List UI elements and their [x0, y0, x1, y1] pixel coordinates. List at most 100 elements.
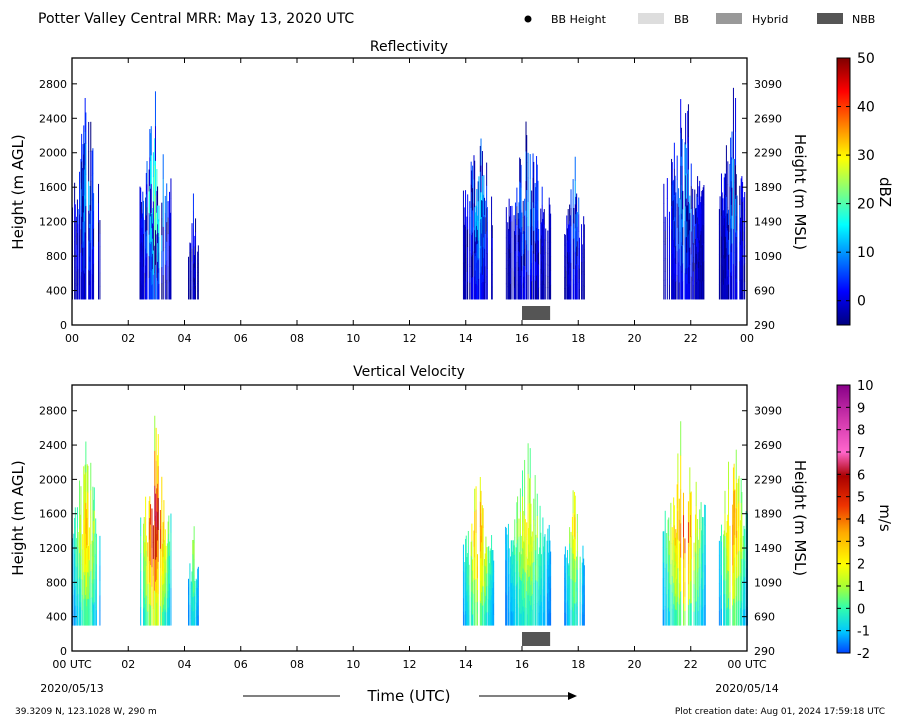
echo-cell	[150, 544, 152, 566]
bb-swatch-icon	[638, 13, 664, 24]
echo-cell	[192, 568, 194, 583]
echo-cell	[546, 597, 548, 612]
echo-cell	[535, 187, 537, 207]
echo-cell	[465, 226, 467, 245]
echo-cell	[741, 492, 743, 515]
echo-cell	[723, 225, 725, 241]
echo-cell	[195, 586, 197, 595]
echo-cell	[491, 249, 493, 263]
echo-cell	[514, 250, 516, 268]
echo-cell	[481, 608, 483, 626]
echo-cell	[169, 227, 171, 246]
echo-cell	[685, 223, 687, 250]
echo-cell	[671, 252, 673, 277]
echo-cell	[490, 612, 492, 626]
echo-cell	[520, 187, 522, 210]
echo-cell	[722, 282, 724, 300]
echo-cell	[723, 258, 725, 280]
echo-cell	[152, 608, 154, 626]
echo-cell	[491, 225, 493, 238]
echo-cell	[564, 245, 566, 257]
echo-cell	[478, 196, 480, 218]
echo-cell	[533, 253, 535, 277]
echo-cell	[482, 229, 484, 248]
echo-cell	[732, 544, 734, 566]
echo-cell	[467, 613, 469, 626]
echo-cell	[471, 277, 473, 300]
echo-cell	[480, 580, 482, 604]
echo-cell	[468, 615, 470, 626]
echo-cell	[474, 284, 476, 300]
echo-cell	[696, 264, 698, 282]
echo-cell	[81, 271, 83, 300]
echo-cell	[704, 605, 706, 626]
echo-cell	[508, 586, 510, 600]
echo-cell	[723, 577, 725, 594]
echo-cell	[720, 541, 722, 559]
echo-cell	[701, 245, 703, 264]
y-tick-label: 2000	[39, 147, 67, 160]
echo-cell	[79, 235, 81, 258]
echo-cell	[92, 223, 94, 250]
echo-cell	[549, 236, 551, 253]
echo-cell	[735, 232, 737, 266]
echo-cell	[465, 208, 467, 227]
echo-cell	[465, 244, 467, 264]
echo-cell	[697, 176, 699, 197]
echo-cell	[549, 267, 551, 284]
echo-cell	[564, 277, 566, 289]
echo-cell	[576, 211, 578, 230]
echo-cell	[686, 283, 688, 300]
echo-cell	[697, 554, 699, 569]
echo-cell	[74, 204, 76, 221]
echo-cell	[674, 216, 676, 238]
echo-cell	[140, 250, 142, 268]
echo-cell	[188, 263, 190, 272]
echo-cell	[574, 558, 576, 582]
echo-cell	[516, 563, 518, 585]
echo-cell	[93, 541, 95, 563]
echo-cell	[720, 595, 722, 611]
echo-cell	[192, 263, 194, 282]
y-tick-label: 400	[46, 611, 67, 624]
echo-cell	[550, 256, 552, 271]
echo-cell	[516, 584, 518, 606]
echo-cell	[467, 211, 469, 230]
echo-cell	[540, 247, 542, 262]
echo-cell	[83, 273, 85, 300]
echo-cell	[521, 284, 523, 300]
echo-cell	[192, 281, 194, 300]
echo-cell	[505, 253, 507, 269]
echo-cell	[524, 570, 526, 599]
echo-cell	[157, 261, 159, 281]
echo-cell	[156, 234, 158, 257]
echo-cell	[674, 175, 676, 197]
echo-cell	[569, 204, 571, 221]
echo-cell	[196, 580, 198, 588]
echo-cell	[528, 609, 530, 626]
echo-cell	[527, 152, 529, 178]
echo-cell	[734, 557, 736, 581]
echo-cell	[462, 244, 464, 264]
echo-cell	[161, 202, 163, 220]
echo-cell	[688, 235, 690, 252]
echo-cell	[154, 450, 156, 486]
echo-cell	[547, 544, 549, 562]
echo-cell	[467, 565, 469, 578]
echo-cell	[743, 592, 745, 609]
echo-cell	[168, 570, 170, 589]
echo-cell	[728, 598, 730, 626]
reflectivity-colorbar	[836, 57, 851, 326]
echo-cell	[91, 274, 93, 300]
echo-cell	[696, 246, 698, 265]
echo-cell	[93, 533, 95, 557]
echo-cell	[727, 161, 729, 185]
echo-cell	[666, 218, 668, 239]
echo-cell	[729, 525, 731, 543]
echo-cell	[543, 226, 545, 242]
echo-cell	[744, 227, 746, 246]
echo-cell	[148, 255, 150, 278]
echo-cell	[572, 580, 574, 604]
echo-cell	[718, 209, 720, 225]
echo-cell	[583, 230, 585, 245]
